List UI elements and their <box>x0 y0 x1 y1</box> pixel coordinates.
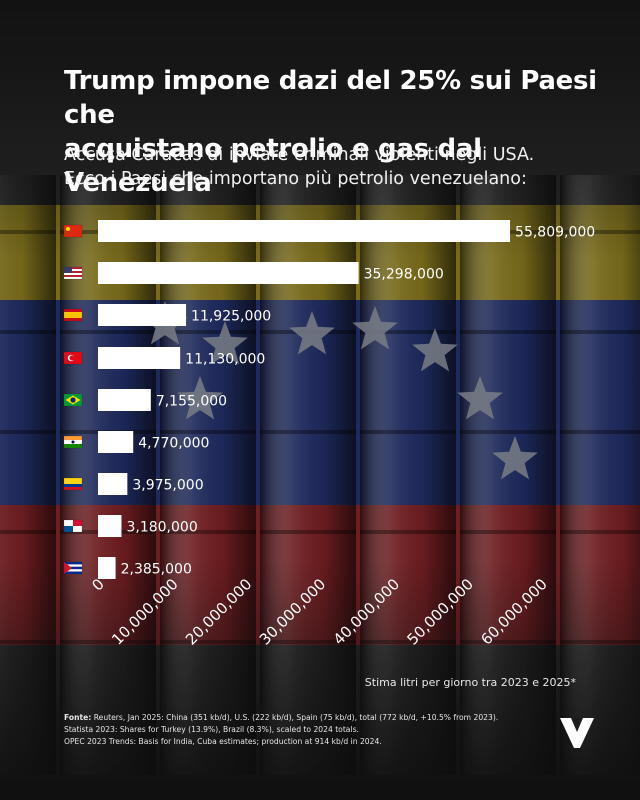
india-flag-icon <box>63 435 83 449</box>
spain-flag-icon <box>63 308 83 322</box>
subtitle-line-1: Accusa Caracas di inviare criminali viol… <box>64 145 535 165</box>
sources-note: Fonte: Reuters, Jan 2025: China (351 kb/… <box>64 712 534 748</box>
title-line-2: acquistano petrolio e gas dal Venezuela <box>64 134 482 198</box>
value-label-india: 4,770,000 <box>138 436 209 452</box>
value-label-usa: 35,298,000 <box>364 267 444 283</box>
bar-colombia <box>98 473 128 495</box>
bar-cuba <box>98 557 116 579</box>
value-label-turkey: 11,130,000 <box>185 352 265 368</box>
turkey-flag-icon <box>63 351 83 365</box>
page-subtitle: Accusa Caracas di inviare criminali viol… <box>64 143 624 191</box>
x-tick-label: 10,000,000 <box>108 575 181 648</box>
sources-text-1: Reuters, Jan 2025: China (351 kb/d), U.S… <box>91 713 499 722</box>
brazil-flag-icon <box>63 393 83 407</box>
bar-turkey <box>98 347 181 369</box>
cuba-flag-icon <box>63 561 83 575</box>
sources-label: Fonte: <box>64 713 92 722</box>
bar-panama <box>98 515 122 537</box>
x-tick-label: 50,000,000 <box>404 575 477 648</box>
page-title: Trump impone dazi del 25% sui Paesi che … <box>64 64 604 200</box>
value-label-spain: 11,925,000 <box>191 309 271 325</box>
value-label-brazil: 7,155,000 <box>156 394 227 410</box>
value-label-colombia: 3,975,000 <box>132 478 203 494</box>
title-line-1: Trump impone dazi del 25% sui Paesi che <box>64 66 597 130</box>
sources-line-1: Fonte: Reuters, Jan 2025: China (351 kb/… <box>64 712 534 724</box>
sources-line-2: Statista 2023: Shares for Turkey (13.9%)… <box>64 725 359 734</box>
brand-logo-icon <box>560 718 594 748</box>
value-label-panama: 3,180,000 <box>126 520 197 536</box>
value-label-cuba: 2,385,000 <box>121 562 192 578</box>
x-tick-label: 40,000,000 <box>330 575 403 648</box>
colombia-flag-icon <box>63 477 83 491</box>
x-tick-label: 20,000,000 <box>182 575 255 648</box>
bar-india <box>98 431 134 453</box>
bar-brazil <box>98 389 151 411</box>
usa-flag-icon <box>63 266 83 280</box>
sources-line-3: OPEC 2023 Trends: Basis for India, Cuba … <box>64 737 382 746</box>
value-label-china: 55,809,000 <box>515 225 595 241</box>
bar-spain <box>98 304 187 326</box>
bar-china <box>98 220 511 242</box>
subtitle-line-2: Ecco i Paesi che importano più petrolio … <box>64 169 527 189</box>
bar-usa <box>98 262 359 284</box>
x-tick-label: 60,000,000 <box>477 575 550 648</box>
panama-flag-icon <box>63 519 83 533</box>
chart-caption: Stima litri per giorno tra 2023 e 2025* <box>364 676 576 689</box>
china-flag-icon <box>63 224 83 238</box>
x-tick-label: 30,000,000 <box>256 575 329 648</box>
